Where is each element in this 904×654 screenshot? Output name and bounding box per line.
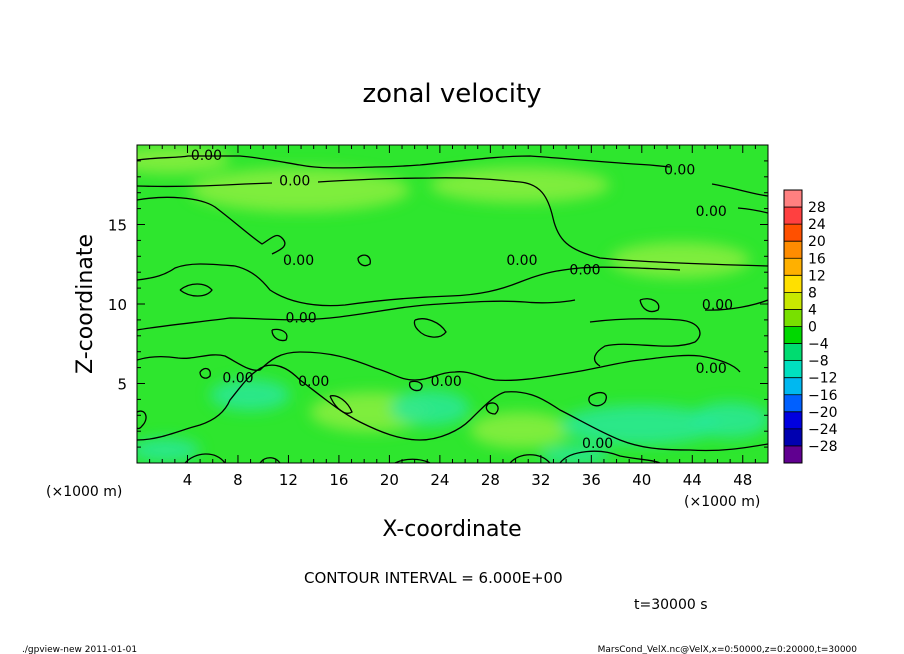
x-tick-label: 36 (582, 471, 601, 489)
field-shade (137, 146, 230, 174)
colorbar-swatch (784, 360, 802, 379)
colorbar-label: −20 (808, 405, 838, 421)
contour-label: 0.00 (279, 174, 310, 190)
x-unit-label-left: (×1000 m) (46, 484, 122, 500)
contour-line (137, 351, 741, 382)
contour-label: 0.00 (696, 361, 727, 377)
contour-line (137, 364, 768, 452)
x-tick-label: 48 (733, 471, 752, 489)
contour-line (137, 410, 147, 430)
contour-label: 0.00 (506, 253, 537, 269)
contour-label: 0.00 (298, 374, 329, 390)
colorbar-label: 16 (808, 251, 826, 267)
colorbar-label: −12 (808, 371, 838, 387)
colorbar-swatch (784, 224, 802, 242)
contour-line (589, 318, 701, 367)
field-shade (190, 168, 410, 212)
colorbar-label: 20 (808, 234, 826, 250)
x-tick-label: 12 (279, 471, 298, 489)
field-shade (560, 405, 720, 445)
x-tick-label: 32 (531, 471, 550, 489)
y-tick-label: 5 (117, 376, 127, 394)
colorbar-swatch (784, 190, 802, 208)
field-shade (137, 438, 200, 462)
contour-label: 0.00 (283, 253, 314, 269)
contour-label: 0.00 (664, 162, 695, 178)
footer-right: MarsCond_VelX.nc@VelX,x=0:50000,z=0:2000… (598, 645, 858, 654)
field-shade (430, 167, 610, 203)
contour-label: 0.00 (285, 310, 316, 326)
contour-line (711, 183, 768, 214)
colorbar-label: −16 (808, 388, 838, 404)
field-shade (210, 379, 290, 411)
contour-label: 0.00 (191, 148, 222, 164)
colorbar-swatch (784, 258, 802, 276)
colorbar-swatch (784, 326, 802, 345)
colorbar-swatch (784, 428, 802, 447)
field-shade (690, 402, 768, 438)
contour-label-layer: 0.00 0.00 0.00 0.00 0.00 0.00 0.00 0.00 0.00 0.00… (191, 148, 733, 452)
colorbar-label: 12 (808, 268, 826, 284)
footer-left: ./gpview-new 2011-01-01 (22, 645, 137, 654)
colorbar-label: −28 (808, 439, 838, 455)
contour-line (137, 155, 671, 169)
x-axis-label: X-coordinate (382, 517, 521, 542)
field-shade (390, 390, 470, 426)
contour-label: 0.00 (696, 204, 727, 220)
contour-interval-text: CONTOUR INTERVAL = 6.000E+00 (304, 569, 563, 587)
contour-line (137, 196, 286, 255)
colorbar-swatch (784, 445, 802, 464)
contour-label: 0.00 (222, 371, 253, 387)
chart-title: zonal velocity (362, 79, 541, 109)
x-tick-label: 28 (481, 471, 500, 489)
x-tick-label: 16 (329, 471, 348, 489)
contour-line (137, 263, 681, 307)
contour-label: 0.00 (702, 298, 733, 314)
y-tick-label: 15 (108, 217, 127, 235)
colorbar-swatch (784, 207, 802, 225)
colorbar-swatch (784, 309, 802, 327)
x-tick-label: 44 (683, 471, 702, 489)
x-tick-label: 24 (430, 471, 449, 489)
colorbar-label: −8 (808, 354, 829, 370)
colorbar-label: 24 (808, 217, 826, 233)
y-tick-label: 10 (108, 296, 127, 314)
colorbar-label: 28 (808, 200, 826, 216)
colorbar-swatch (784, 275, 802, 293)
colorbar-label: 8 (808, 285, 817, 301)
contour-lines (137, 155, 768, 463)
time-text: t=30000 s (634, 597, 708, 613)
x-tick-label: 40 (632, 471, 651, 489)
colorbar-label: −4 (808, 337, 829, 353)
contour-line (137, 177, 768, 267)
y-axis-label: Z-coordinate (73, 234, 98, 374)
colorbar-swatch (784, 411, 802, 430)
contour-line (137, 299, 768, 331)
colorbar-label: 4 (808, 302, 817, 318)
colorbar-swatch (784, 394, 802, 413)
plot-area: 0.00 0.00 0.00 0.00 0.00 0.00 0.00 0.00 0.00 0.00… (137, 145, 768, 463)
contour-label: 0.00 (569, 263, 600, 279)
x-unit-label-right: (×1000 m) (684, 494, 760, 510)
x-tick-label: 4 (183, 471, 193, 489)
x-tick-label: 8 (233, 471, 243, 489)
x-tick-label: 20 (380, 471, 399, 489)
colorbar-swatch (784, 241, 802, 259)
contour-line (184, 450, 661, 463)
contour-label: 0.00 (582, 436, 613, 452)
contour-line (179, 254, 660, 415)
field-shade (470, 412, 570, 448)
field-shading (137, 146, 768, 463)
colorbar-label: 0 (808, 320, 817, 336)
y-axis: 5 10 15 (108, 160, 768, 448)
colorbar-swatch (784, 343, 802, 362)
colorbar-swatch (784, 292, 802, 310)
x-axis: 4 8 12 16 20 24 28 32 36 40 44 48 (149, 145, 756, 489)
colorbar-label: −24 (808, 422, 838, 438)
colorbar-swatch (784, 377, 802, 396)
contour-label: 0.00 (431, 374, 462, 390)
